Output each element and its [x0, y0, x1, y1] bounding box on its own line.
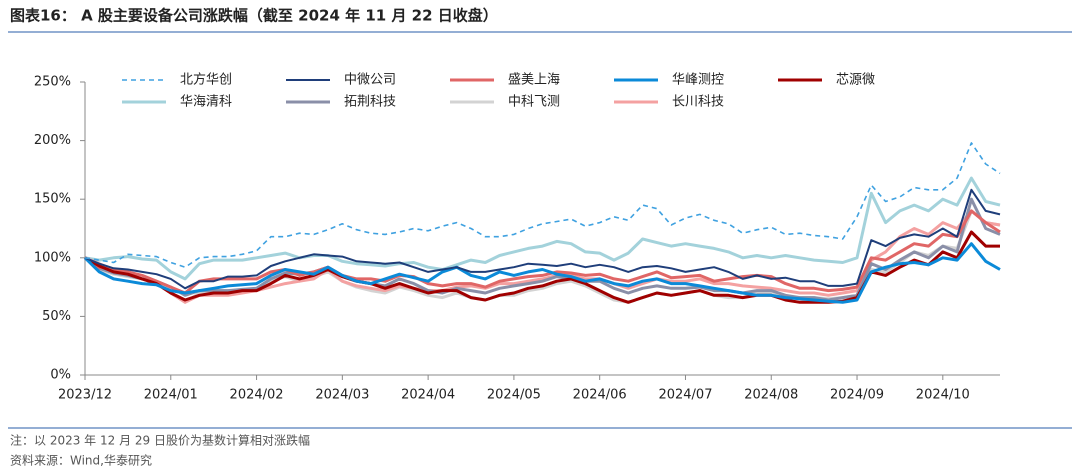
legend-label: 长川科技 [672, 95, 724, 110]
series-line [84, 142, 1001, 268]
series-line [84, 209, 1001, 295]
y-tick-label: 150% [34, 192, 71, 207]
y-tick-label: 250% [34, 75, 71, 90]
legend-label: 拓荆科技 [344, 94, 396, 110]
source: 资料来源：Wind,华泰研究 [10, 453, 152, 468]
y-tick-label: 0% [50, 368, 71, 383]
series-line [84, 197, 1001, 302]
x-tick-label: 2024/04 [401, 388, 455, 403]
legend-label: 盛美上海 [508, 73, 560, 88]
y-tick-label: 50% [42, 309, 71, 324]
legend-label: 中科飞测 [508, 95, 560, 110]
legend-label: 华海清科 [180, 95, 232, 110]
x-tick-label: 2024/08 [744, 388, 798, 403]
legend-label: 中微公司 [344, 73, 396, 88]
x-tick-label: 2024/10 [916, 388, 970, 403]
y-tick-label: 100% [34, 250, 71, 265]
x-tick-label: 2024/09 [830, 388, 884, 403]
chart-title: 图表16： A 股主要设备公司涨跌幅（截至 2024 年 11 月 22 日收盘… [10, 7, 498, 25]
series-line [84, 209, 1001, 304]
series-line [84, 188, 1001, 290]
x-tick-label: 2024/03 [315, 388, 369, 403]
series-line [84, 176, 1001, 281]
series-line [84, 230, 1000, 304]
x-tick-label: 2023/12 [58, 388, 112, 403]
legend-label: 芯源微 [836, 73, 875, 88]
series-line [83, 242, 1001, 304]
x-tick-label: 2024/07 [658, 388, 712, 403]
x-tick-label: 2024/02 [230, 388, 284, 403]
note: 注：以 2023 年 12 月 29 日股价为基数计算相对涨跌幅 [10, 433, 310, 448]
y-tick-label: 200% [34, 133, 71, 148]
x-tick-label: 2024/06 [573, 388, 627, 403]
x-tick-label: 2024/05 [487, 388, 541, 403]
legend-label: 北方华创 [180, 72, 232, 88]
x-tick-label: 2024/01 [144, 388, 198, 403]
legend-label: 华峰测控 [672, 73, 724, 88]
